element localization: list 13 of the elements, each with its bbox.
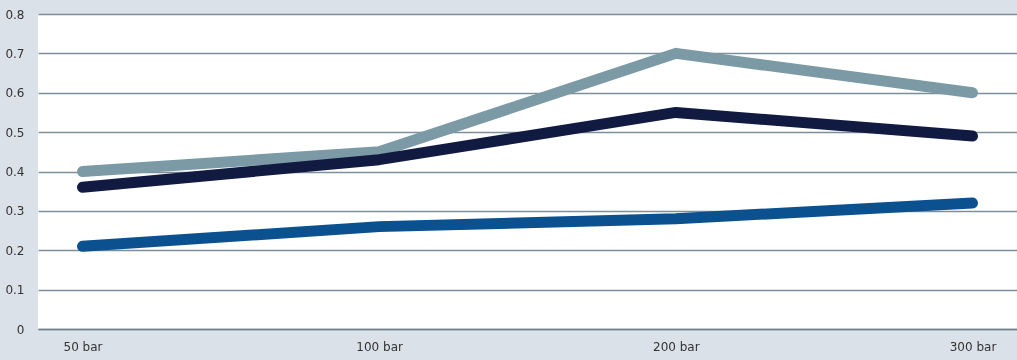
y-tick-label: 0.3 (5, 204, 25, 219)
x-tick-label: 200 bar (653, 339, 700, 354)
x-tick-label: 50 bar (63, 339, 103, 354)
x-tick-label: 100 bar (356, 339, 404, 354)
y-tick-label: 0.4 (5, 165, 25, 179)
y-tick-label: 0.7 (5, 46, 25, 61)
x-tick-label: 300 bar (949, 339, 997, 354)
y-tick-label: 0.2 (5, 243, 25, 258)
y-tick-label: 0.1 (5, 283, 25, 298)
y-tick-label: 0 (16, 322, 25, 337)
y-tick-label: 0.8 (5, 7, 25, 22)
y-tick-label: 0.5 (5, 125, 25, 140)
y-tick-label: 0.6 (5, 86, 25, 101)
